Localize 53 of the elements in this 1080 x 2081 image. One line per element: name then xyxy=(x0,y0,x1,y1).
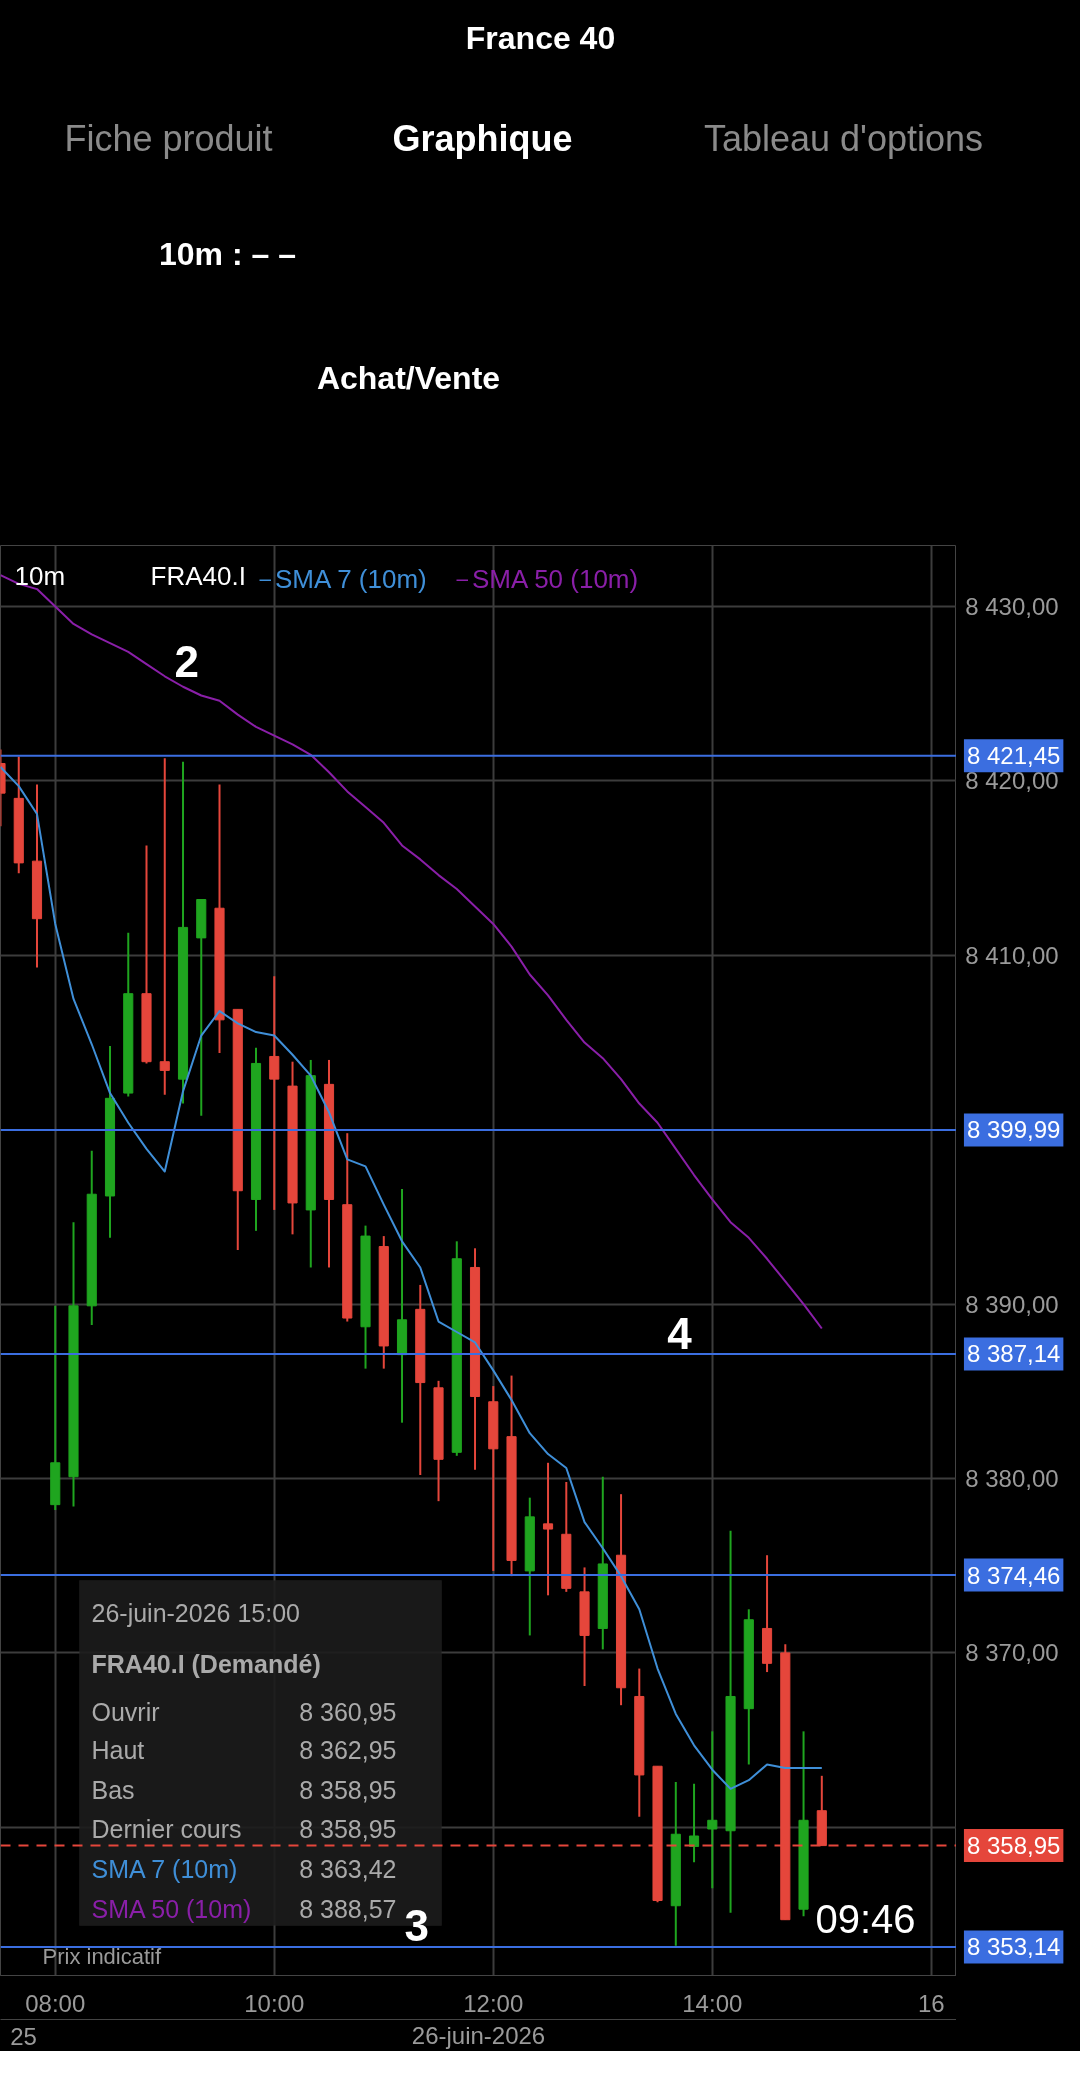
annotation: Dernier cours xyxy=(91,1814,242,1843)
annotation: Prix indicatif xyxy=(42,1944,162,1969)
annotation: 4 xyxy=(667,1308,693,1358)
annotation: 3 xyxy=(404,1900,429,1950)
annotation: Ouvrir xyxy=(91,1697,160,1726)
annotation: SMA 7 (10m) xyxy=(91,1854,238,1883)
candlestick xyxy=(707,1730,718,1890)
x-tick-label: 12:00 xyxy=(463,1989,524,2017)
ref-line-label: 8 374,46 xyxy=(966,1561,1061,1589)
ref-line-label: 8 387,14 xyxy=(966,1340,1061,1368)
annotation: 8 388,57 xyxy=(299,1894,397,1923)
x-tick-label: 08:00 xyxy=(25,1989,86,2017)
ref-line-label: 8 353,14 xyxy=(966,1933,1061,1961)
candlestick xyxy=(688,1782,700,1864)
x-tick-label: 10:00 xyxy=(244,1989,305,2017)
text: 25 xyxy=(10,2022,37,2050)
annotation: FRA40.I (Demandé) xyxy=(91,1649,321,1678)
y-tick-label: 8 410,00 xyxy=(965,941,1059,969)
x-tick-label: 14:00 xyxy=(682,1989,743,2017)
annotation: 8 360,95 xyxy=(299,1697,397,1726)
text: Fiche produit xyxy=(64,118,273,159)
y-tick-label: 8 420,00 xyxy=(965,767,1059,795)
text: Achat/Vente xyxy=(316,359,501,396)
x-axis-title: 26-juin-2026 xyxy=(411,2021,546,2049)
annotation: 10m xyxy=(14,560,66,591)
y-tick-label: 8 390,00 xyxy=(965,1290,1059,1318)
ref-line-label: 8 399,99 xyxy=(966,1116,1061,1144)
x-tick-label: 16 xyxy=(917,1989,945,2017)
candlestick xyxy=(542,1461,554,1597)
legend-label: SMA 50 (10m) xyxy=(472,564,639,595)
annotation: 8 363,42 xyxy=(299,1854,397,1883)
text: 10m : – – xyxy=(159,235,296,272)
text: Graphique xyxy=(392,118,573,159)
ref-line-label: 8 421,45 xyxy=(966,742,1061,770)
text: France 40 xyxy=(465,19,616,56)
annotation: Bas xyxy=(91,1775,135,1804)
annotation: SMA 50 (10m) xyxy=(91,1894,252,1923)
annotation: 2 xyxy=(174,637,199,687)
annotation: 8 358,95 xyxy=(299,1775,397,1804)
candlestick xyxy=(159,757,170,1096)
y-tick-label: 8 370,00 xyxy=(965,1639,1059,1667)
annotation: FRA40.I xyxy=(150,560,246,591)
annotation: Haut xyxy=(91,1735,145,1764)
text: Tableau d'options xyxy=(703,118,984,159)
ref-line-label: 8 358,95 xyxy=(966,1832,1061,1860)
annotation: 26-juin-2026 15:00 xyxy=(91,1598,300,1627)
y-tick-label: 8 430,00 xyxy=(965,593,1059,621)
annotation: 09:46 xyxy=(815,1896,916,1941)
legend-label: SMA 7 (10m) xyxy=(275,564,427,595)
candlestick xyxy=(269,975,280,1211)
y-tick-label: 8 380,00 xyxy=(965,1464,1059,1492)
annotation: 8 358,95 xyxy=(299,1814,397,1843)
annotation: 8 362,95 xyxy=(299,1735,397,1764)
